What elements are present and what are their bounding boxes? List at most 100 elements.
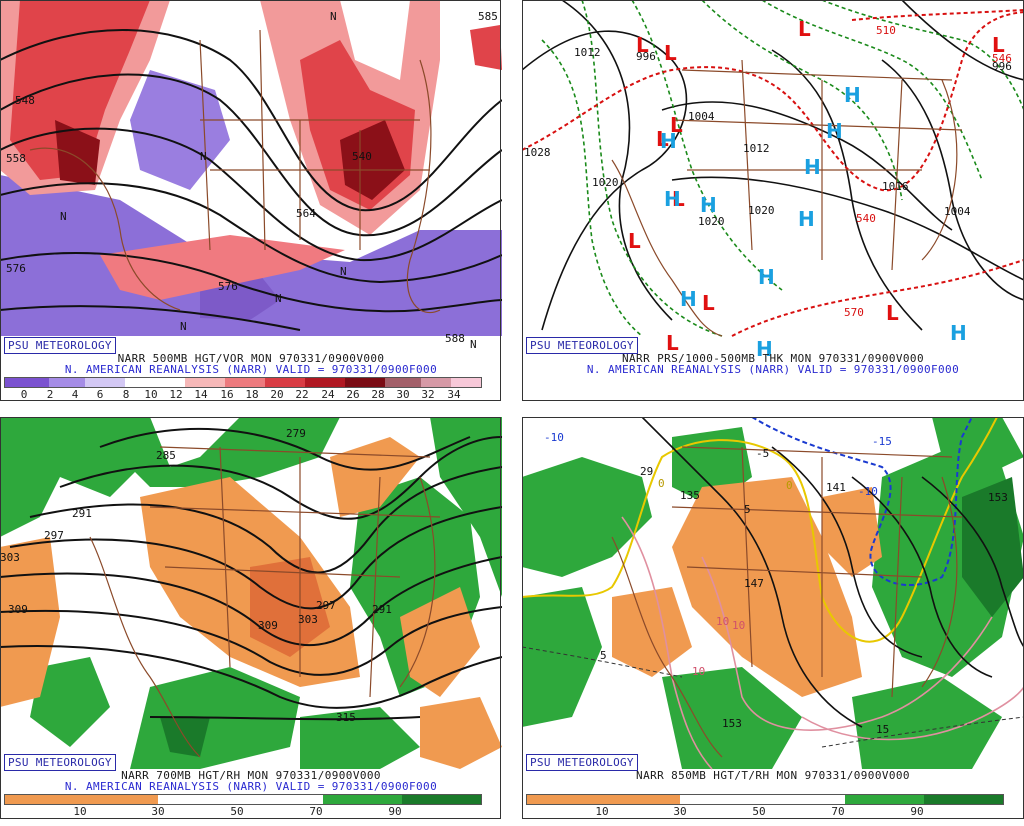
contour-label: 135 [680, 489, 700, 502]
high-pressure-symbol: H [756, 337, 773, 361]
high-pressure-symbol: H [664, 187, 681, 211]
isotherm-label: 5 [600, 649, 607, 662]
isobar-label: 1020 [698, 215, 725, 228]
isobar-label: 996 [992, 60, 1012, 73]
contour-label: 540 [352, 150, 372, 163]
contour-label: 291 [72, 507, 92, 520]
vort-n-label: N [60, 210, 67, 223]
psu-watermark: PSU METEOROLOGY [4, 754, 116, 771]
thickness-label: 546 [992, 52, 1012, 65]
contour-label: 153 [988, 491, 1008, 504]
isotherm-label: 15 [876, 723, 889, 736]
colorbar-tick: 32 [421, 388, 435, 401]
colorbar-tick: 16 [220, 388, 234, 401]
isotherm-label: 10 [732, 619, 745, 632]
psu-watermark: PSU METEOROLOGY [526, 754, 638, 771]
contour-label: 297 [316, 599, 336, 612]
colorbar-tick: 8 [122, 388, 130, 401]
colorbar-tick: 4 [71, 388, 79, 401]
contour-label: 558 [6, 152, 26, 165]
contour-label: 153 [722, 717, 742, 730]
contour-label: 315 [336, 711, 356, 724]
low-pressure-symbol: L [664, 41, 677, 65]
low-pressure-symbol: L [656, 127, 669, 151]
panel-500mb-vorticity: 548 558 564 540 576 576 588 585 N N N N … [0, 0, 502, 409]
thickness-label: 540 [856, 212, 876, 225]
colorbar-tick: 6 [96, 388, 104, 401]
map-700mb: 279 285 291 297 303 309 309 303 297 291 … [0, 417, 502, 769]
colorbar-ticks: 10 30 50 70 90 [522, 806, 1024, 820]
isotherm-label: -10 [858, 485, 878, 498]
colorbar-tick: 18 [245, 388, 259, 401]
vort-n-label: N [330, 10, 337, 23]
contour-label: 147 [744, 577, 764, 590]
map-valid-caption: N. AMERICAN REANALYSIS (NARR) VALID = 97… [64, 780, 438, 793]
high-pressure-symbol: H [700, 193, 717, 217]
colorbar-tick: 10 [144, 388, 158, 401]
isobar-label: 1004 [944, 205, 971, 218]
isobar-label: 1020 [592, 176, 619, 189]
contour-label: 29 [640, 465, 653, 478]
isobar-label: 1028 [524, 146, 551, 159]
panel-700mb-rh: 279 285 291 297 303 309 309 303 297 291 … [0, 417, 502, 826]
high-pressure-symbol: H [804, 155, 821, 179]
low-pressure-symbol: L [670, 113, 683, 137]
isotherm-label: -15 [872, 435, 892, 448]
contour-label: 576 [6, 262, 26, 275]
contour-label: 585 [478, 10, 498, 23]
panel-850mb-temp-rh: 135 141 147 153 153 29 -10 -15 -10 -5 5 … [522, 417, 1024, 826]
isotherm-label: 10 [692, 665, 705, 678]
contour-label: 285 [156, 449, 176, 462]
low-pressure-symbol: L [702, 291, 715, 315]
low-pressure-symbol: L [886, 301, 899, 325]
colorbar [4, 794, 482, 805]
contour-label: 588 [445, 332, 465, 345]
high-pressure-symbol: H [660, 129, 677, 153]
colorbar-tick: 20 [270, 388, 284, 401]
map-surface-pressure: 1012 996 1004 1012 1020 1020 1004 1028 1… [522, 0, 1024, 361]
isotherm-label: 0 [786, 479, 793, 492]
colorbar-tick: 70 [831, 805, 845, 818]
contour-label: 564 [296, 207, 316, 220]
colorbar-tick: 28 [371, 388, 385, 401]
contour-label: 309 [258, 619, 278, 632]
colorbar-ticks: 10 30 50 70 90 [0, 806, 502, 820]
contour-label: 576 [218, 280, 238, 293]
isobar-label: 1016 [882, 180, 909, 193]
colorbar-tick: 30 [396, 388, 410, 401]
isotherm-label: 0 [658, 477, 665, 490]
isobar-label: 996 [636, 50, 656, 63]
colorbar-tick: 34 [447, 388, 461, 401]
colorbar-tick: 90 [388, 805, 402, 818]
isobar-label: 1004 [688, 110, 715, 123]
map-caption: NARR 500MB HGT/VOR MON 970331/0900V000 [117, 352, 385, 365]
contour-label: 291 [372, 603, 392, 616]
colorbar-ticks: 0 2 4 6 8 10 12 14 16 18 20 22 24 26 28 … [0, 389, 502, 403]
thickness-label: 570 [844, 306, 864, 319]
colorbar-tick: 26 [346, 388, 360, 401]
isobar-label: 1020 [748, 204, 775, 217]
vort-n-label: N [275, 292, 282, 305]
high-pressure-symbol: H [950, 321, 967, 345]
contour-label: 303 [298, 613, 318, 626]
low-pressure-symbol: L [666, 331, 679, 355]
isobar-label: 1012 [743, 142, 770, 155]
high-pressure-symbol: H [826, 119, 843, 143]
map-caption: NARR 850MB HGT/T/RH MON 970331/0900V000 [636, 769, 910, 782]
colorbar-tick: 70 [309, 805, 323, 818]
isotherm-label: -10 [544, 431, 564, 444]
colorbar-tick: 14 [194, 388, 208, 401]
isotherm-label: 5 [744, 503, 751, 516]
colorbar [526, 794, 1004, 805]
map-caption: NARR 700MB HGT/RH MON 970331/0900V000 [121, 769, 381, 782]
isotherm-label: 10 [716, 615, 729, 628]
colorbar-tick: 10 [595, 805, 609, 818]
map-850mb: 135 141 147 153 153 29 -10 -15 -10 -5 5 … [522, 417, 1024, 770]
contour-label: 279 [286, 427, 306, 440]
contour-label: 141 [826, 481, 846, 494]
low-pressure-symbol: L [672, 187, 685, 211]
colorbar-tick: 50 [230, 805, 244, 818]
high-pressure-symbol: H [798, 207, 815, 231]
contour-label: 309 [8, 603, 28, 616]
map-caption: NARR PRS/1000-500MB THK MON 970331/0900V… [622, 352, 924, 365]
